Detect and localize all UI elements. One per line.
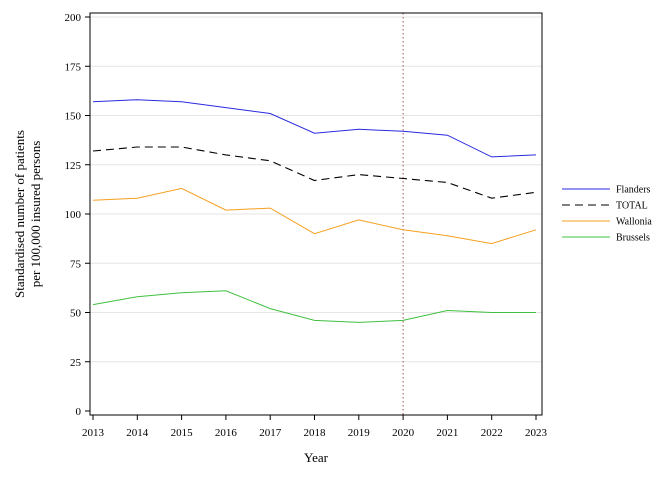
x-tick-label-2017: 2017 [259,427,282,439]
x-tick-label-2014: 2014 [126,427,149,439]
x-tick-label-2019: 2019 [348,427,371,439]
x-tick-label-2016: 2016 [215,427,238,439]
series-line-total [92,146,537,199]
x-tick-label-2022: 2022 [481,427,503,439]
x-tick-label-2013: 2013 [82,427,105,439]
series-line-wallonia [92,187,537,245]
y-tick-label-75: 75 [70,258,82,270]
x-axis: 2013 2014 2015 2016 2017 2018 2019 2020 2021 2022… [82,415,548,439]
y-tick-label-175: 175 [65,61,82,73]
legend-label-brussels: Brussels [616,233,650,244]
series-lines [92,99,537,323]
x-tick-label-2015: 2015 [171,427,194,439]
legend: Flanders TOTAL Wallonia Brussels [562,185,652,244]
legend-label-flanders: Flanders [616,185,651,196]
y-tick-label-125: 125 [65,160,82,172]
y-axis-title-line-1: Standardised number of patients [12,130,27,298]
legend-label-wallonia: Wallonia [616,217,652,228]
series-line-flanders [92,99,537,158]
y-tick-label-100: 100 [65,209,82,221]
x-tick-label-2018: 2018 [304,427,327,439]
x-tick-label-2023: 2023 [525,427,548,439]
legend-label-total: TOTAL [616,201,648,212]
y-tick-label-0: 0 [76,406,82,418]
x-tick-label-2020: 2020 [392,427,415,439]
series-line-brussels [92,290,536,323]
y-axis-title-line-2: per 100,000 insured persons [28,141,43,288]
x-axis-title: Year [304,450,329,465]
y-tick-label-150: 150 [65,111,82,123]
y-tick-label-25: 25 [70,357,82,369]
x-tick-label-2021: 2021 [436,427,458,439]
y-tick-label-200: 200 [65,12,82,24]
y-tick-label-50: 50 [70,308,82,320]
y-axis: 0 25 50 75 100 125 150 175 200 [65,12,90,418]
gridlines [90,16,542,363]
y-axis-title: Standardised number of patients per 100,… [12,130,43,298]
